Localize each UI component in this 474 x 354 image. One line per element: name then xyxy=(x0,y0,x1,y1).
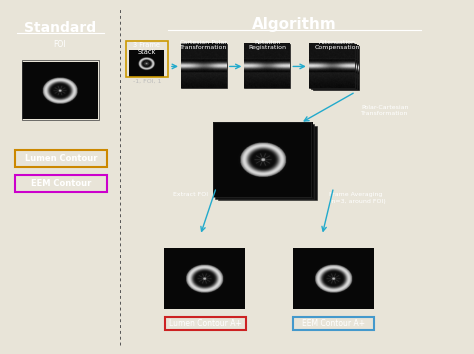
Text: Lumen Contour A+: Lumen Contour A+ xyxy=(169,319,242,328)
Text: 3 Frame
Stack: 3 Frame Stack xyxy=(133,42,160,55)
Text: FOI: FOI xyxy=(54,40,66,48)
Text: Frame Averaging
(n=3, around FOI): Frame Averaging (n=3, around FOI) xyxy=(329,193,386,204)
Text: Attenuation
Compensation: Attenuation Compensation xyxy=(314,40,360,51)
Text: Algorithm: Algorithm xyxy=(252,17,337,32)
Text: Lumen Contour: Lumen Contour xyxy=(25,154,98,162)
Text: -1, FOI, 1: -1, FOI, 1 xyxy=(133,79,161,84)
FancyBboxPatch shape xyxy=(309,44,355,88)
Text: EEM Contour A+: EEM Contour A+ xyxy=(302,319,365,328)
Text: Extract FOI: Extract FOI xyxy=(173,193,209,198)
Text: Standard: Standard xyxy=(24,21,96,35)
FancyBboxPatch shape xyxy=(245,44,291,88)
FancyBboxPatch shape xyxy=(311,45,357,90)
Text: Rotation
Registration: Rotation Registration xyxy=(248,40,286,51)
FancyBboxPatch shape xyxy=(313,46,359,91)
FancyBboxPatch shape xyxy=(181,44,227,88)
Text: EEM Contour: EEM Contour xyxy=(31,179,91,188)
Text: Polar-Cartesian
Transformation: Polar-Cartesian Transformation xyxy=(361,105,409,116)
FancyBboxPatch shape xyxy=(218,126,317,200)
FancyBboxPatch shape xyxy=(215,124,314,199)
Text: Cartesian-Polar
Transformation: Cartesian-Polar Transformation xyxy=(180,40,228,51)
